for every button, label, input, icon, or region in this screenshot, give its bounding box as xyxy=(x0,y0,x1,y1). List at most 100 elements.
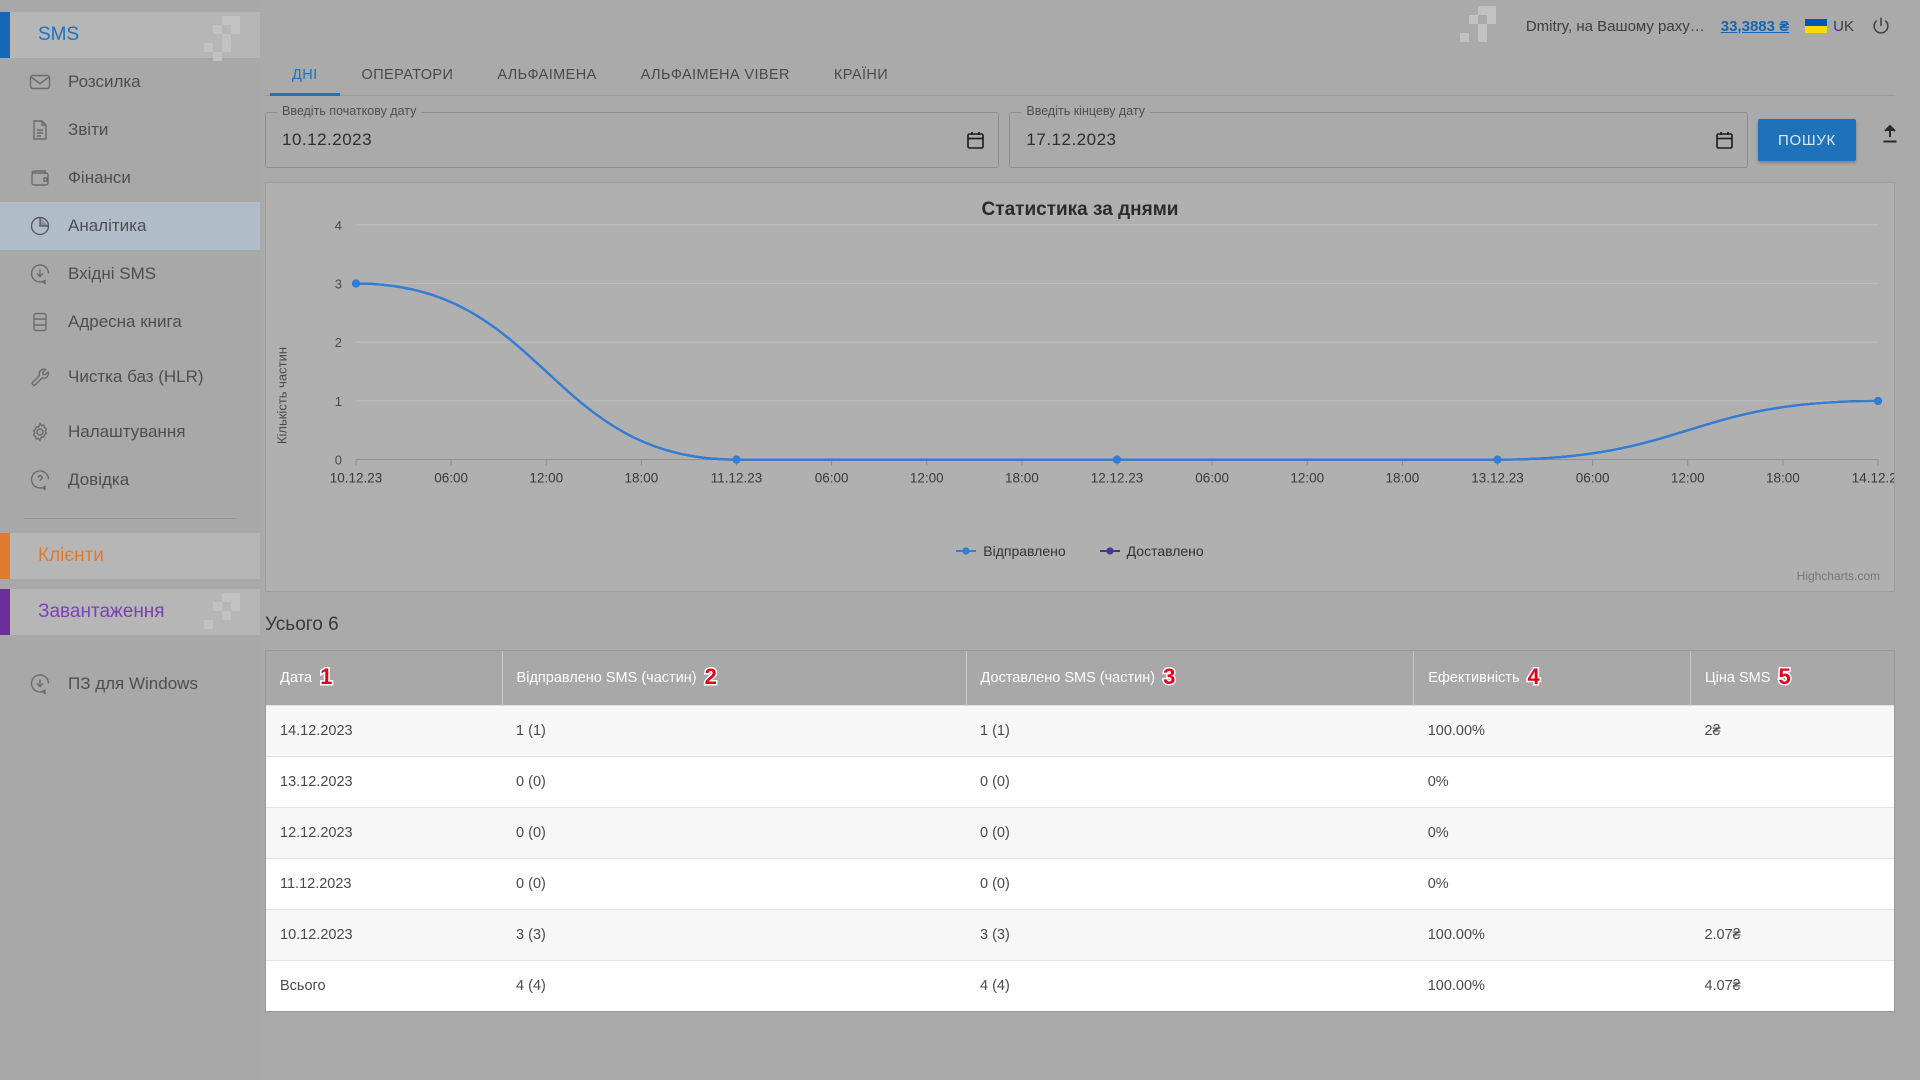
section-accent-bar xyxy=(0,12,10,58)
tab-dni[interactable]: ДНІ xyxy=(270,67,340,96)
sidebar-item-label: Довідка xyxy=(68,470,130,490)
svg-text:3: 3 xyxy=(335,277,342,292)
sidebar-item-label: Розсилка xyxy=(68,72,141,92)
help-bubble-icon xyxy=(28,468,68,492)
svg-text:0: 0 xyxy=(335,453,342,468)
tab-bar: ДНІ ОПЕРАТОРИ АЛЬФАІМЕНА АЛЬФАІМЕНА VIBE… xyxy=(265,52,1895,96)
chart-title: Статистика за днями xyxy=(981,199,1179,220)
statistics-table: Дата 1 Відправлено SMS (частин) 2 Достав… xyxy=(266,651,1894,1011)
svg-text:12:00: 12:00 xyxy=(910,471,944,486)
svg-text:18:00: 18:00 xyxy=(1005,471,1039,486)
sidebar-item-analityka[interactable]: Аналітика xyxy=(0,202,260,250)
svg-text:06:00: 06:00 xyxy=(1195,471,1229,486)
search-button[interactable]: ПОШУК xyxy=(1758,119,1856,161)
sidebar-section-label: Завантаження xyxy=(38,601,165,622)
cell-delivered: 1 (1) xyxy=(966,705,1414,757)
table-row: 14.12.2023 1 (1) 1 (1) 100.00% 2₴ xyxy=(266,705,1894,757)
cell-delivered: 0 (0) xyxy=(966,858,1414,910)
language-selector[interactable]: UK xyxy=(1805,18,1854,35)
upload-icon[interactable] xyxy=(1880,123,1900,145)
sidebar-item-chystka-baz[interactable]: Чистка баз (HLR) xyxy=(0,346,260,408)
legend-marker-icon xyxy=(956,547,977,555)
statistics-table-wrapper: Дата 1 Відправлено SMS (частин) 2 Достав… xyxy=(265,650,1895,1012)
end-date-input[interactable] xyxy=(1024,129,1716,151)
table-row: 13.12.2023 0 (0) 0 (0) 0% xyxy=(266,756,1894,808)
column-header-sent[interactable]: Відправлено SMS (частин) 2 xyxy=(502,651,967,706)
end-date-label: Введіть кінцеву дату xyxy=(1021,104,1151,118)
sidebar-item-adresna-knyga[interactable]: Адресна книга xyxy=(0,298,260,346)
calendar-icon[interactable] xyxy=(967,131,985,150)
table-row: Всього 4 (4) 4 (4) 100.00% 4.07₴ xyxy=(266,960,1894,1011)
sidebar-item-label: Адресна книга xyxy=(68,312,182,332)
download-bubble-icon xyxy=(28,262,68,286)
cell-delivered: 4 (4) xyxy=(966,960,1414,1011)
cell-date: 13.12.2023 xyxy=(266,756,503,808)
balance-link[interactable]: 33,3883 ₴ xyxy=(1720,17,1790,35)
top-header-bar: Dmitry, на Вашому раху… 33,3883 ₴ UK xyxy=(260,0,1920,52)
tab-krainy[interactable]: КРАЇНИ xyxy=(833,67,889,83)
wrench-icon xyxy=(28,365,68,389)
cell-sent: 3 (3) xyxy=(502,909,967,961)
table-row: 10.12.2023 3 (3) 3 (3) 100.00% 2.07₴ xyxy=(266,909,1894,961)
column-header-label: Дата xyxy=(280,670,313,686)
column-header-date[interactable]: Дата 1 xyxy=(266,651,503,706)
cell-efficiency: 100.00% xyxy=(1413,705,1691,757)
power-icon[interactable] xyxy=(1870,15,1892,37)
sidebar-section-clients[interactable]: Клієнти xyxy=(0,533,260,579)
svg-text:06:00: 06:00 xyxy=(434,471,468,486)
tab-alfaimena[interactable]: АЛЬФАІМЕНА xyxy=(497,67,597,83)
end-date-field[interactable]: Введіть кінцеву дату xyxy=(1009,104,1748,168)
sidebar-item-vhidni-sms[interactable]: Вхідні SMS xyxy=(0,250,260,298)
address-book-icon xyxy=(28,310,68,334)
cell-date: 11.12.2023 xyxy=(266,858,503,910)
cell-sent: 0 (0) xyxy=(502,858,967,910)
svg-text:18:00: 18:00 xyxy=(1766,471,1800,486)
pixel-decoration xyxy=(1459,4,1504,48)
sidebar-section-downloads[interactable]: Завантаження xyxy=(0,589,260,635)
cell-efficiency: 0% xyxy=(1413,756,1691,808)
pie-chart-icon xyxy=(28,214,68,238)
sidebar-item-rozsylka[interactable]: Розсилка xyxy=(0,58,260,106)
svg-text:10.12.23: 10.12.23 xyxy=(330,471,383,486)
svg-text:18:00: 18:00 xyxy=(1385,471,1419,486)
svg-text:4: 4 xyxy=(335,218,342,233)
svg-text:06:00: 06:00 xyxy=(1576,471,1610,486)
language-label: UK xyxy=(1833,17,1854,35)
sidebar-section-sms[interactable]: SMS xyxy=(0,12,260,61)
filter-bar: Введіть початкову дату Введіть кінцеву д… xyxy=(260,96,1900,168)
sidebar-item-zvity[interactable]: Звіти xyxy=(0,106,260,154)
chart-plot-area: 0 1 2 3 4 10.12.23 06:00 12:00 18:00 11.12.23 06:0… xyxy=(330,218,1894,486)
sidebar-item-label: Звіти xyxy=(68,120,109,140)
legend-item-sent[interactable]: Відправлено xyxy=(956,543,1066,559)
cell-price xyxy=(1690,858,1894,910)
start-date-field[interactable]: Введіть початкову дату xyxy=(265,104,1000,168)
sidebar-section-label: SMS xyxy=(38,24,80,45)
wallet-icon xyxy=(28,166,68,190)
cell-price xyxy=(1690,807,1894,859)
tab-operatory[interactable]: ОПЕРАТОРИ xyxy=(361,67,454,83)
calendar-icon[interactable] xyxy=(1716,131,1733,150)
sidebar-item-pz-windows[interactable]: ПЗ для Windows xyxy=(0,653,260,715)
cell-efficiency: 100.00% xyxy=(1413,960,1691,1011)
sidebar-item-dovidka[interactable]: Довідка xyxy=(0,456,260,504)
column-header-efficiency[interactable]: Ефективність 4 xyxy=(1413,651,1691,706)
ukraine-flag-icon xyxy=(1805,19,1828,33)
sidebar-item-nalashtuvannya[interactable]: Налаштування xyxy=(0,408,260,456)
account-info-text: Dmitry, на Вашому раху… xyxy=(1525,17,1705,35)
annotation-badge-1: 1 xyxy=(319,664,334,689)
total-count-label: Усього 6 xyxy=(265,614,339,635)
tab-alfaimena-viber[interactable]: АЛЬФАІМЕНА VIBER xyxy=(640,67,790,83)
legend-item-delivered[interactable]: Доставлено xyxy=(1099,543,1204,559)
svg-text:12:00: 12:00 xyxy=(1290,471,1324,486)
annotation-badge-2: 2 xyxy=(703,664,718,689)
table-body: 14.12.2023 1 (1) 1 (1) 100.00% 2₴ 13.12.2023 0… xyxy=(266,705,1894,1011)
sidebar-item-label: ПЗ для Windows xyxy=(68,674,198,694)
column-header-delivered[interactable]: Доставлено SMS (частин) 3 xyxy=(966,651,1415,706)
sidebar: SMS Розсилка xyxy=(0,0,260,1080)
column-header-price[interactable]: Ціна SMS 5 xyxy=(1690,651,1894,706)
cell-price xyxy=(1690,756,1894,808)
start-date-input[interactable] xyxy=(280,129,968,151)
svg-text:06:00: 06:00 xyxy=(815,471,849,486)
sidebar-item-finansy[interactable]: Фінанси xyxy=(0,154,260,202)
